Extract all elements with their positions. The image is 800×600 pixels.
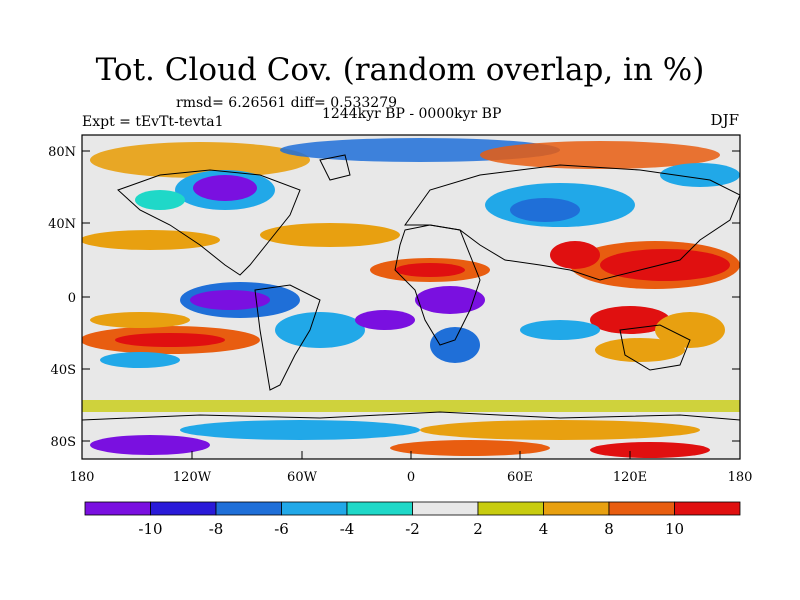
colorbar-label: -6 <box>274 520 289 538</box>
lon-label-120e: 120E <box>613 470 647 485</box>
anomaly-patch <box>595 338 685 362</box>
anomaly-patch <box>82 400 740 412</box>
eurasia-coast <box>404 164 740 281</box>
anomaly-patch <box>415 286 485 314</box>
colorbar-label: -10 <box>138 520 162 538</box>
colorbar-label: 2 <box>473 520 483 538</box>
rmsd-diff-label: rmsd= 6.26561 diff= 0.533279 <box>176 95 398 111</box>
lon-label-0: 0 <box>407 470 415 485</box>
colorbar-swatch <box>412 501 479 516</box>
anomaly-patch <box>430 327 480 363</box>
anomaly-patch <box>520 320 600 340</box>
lat-label-40n: 40N <box>48 217 76 232</box>
colorbar-swatch <box>150 501 217 516</box>
colorbar-label: -4 <box>340 520 355 538</box>
north-america-coast <box>117 169 301 276</box>
south-america-coast <box>254 284 321 391</box>
lat-label-80n: 80N <box>48 145 76 160</box>
anomaly-patch <box>550 241 600 269</box>
anomaly-patch <box>590 306 670 334</box>
anomaly-patch <box>82 230 220 250</box>
lon-label-60w: 60W <box>287 470 318 485</box>
axis-ticks <box>82 150 740 459</box>
colorbar-swatch <box>477 501 544 516</box>
colorbar-swatch <box>281 501 348 516</box>
australia-coast <box>619 324 691 371</box>
colorbar-label: 8 <box>604 520 614 538</box>
anomaly-patch <box>190 290 270 310</box>
colorbar-swatch <box>215 501 282 516</box>
anomaly-patch <box>193 175 257 201</box>
anomaly-patch <box>510 198 580 222</box>
time-period-label: 1244kyr BP - 0000kyr BP <box>322 106 502 122</box>
colorbar: -10 -8 -6 -4 -2 2 4 8 10 <box>84 501 741 538</box>
anomaly-patch <box>180 420 420 440</box>
lon-label-180e: 180 <box>728 470 753 485</box>
colorbar-swatch <box>674 501 741 516</box>
colorbar-swatch <box>84 501 151 516</box>
coastlines <box>82 154 740 421</box>
anomaly-patch <box>655 312 725 348</box>
colorbar-label: 4 <box>539 520 549 538</box>
anomaly-patch <box>90 142 310 178</box>
anomaly-patch <box>590 442 710 458</box>
colorbar-swatch <box>346 501 413 516</box>
lat-label-0: 0 <box>68 291 76 306</box>
colorbar-label: -8 <box>209 520 224 538</box>
anomaly-patch <box>600 249 730 281</box>
greenland-coast <box>319 154 351 181</box>
plot-title: Tot. Cloud Cov. (random overlap, in %) <box>95 52 705 88</box>
season-label: DJF <box>710 111 739 129</box>
anomaly-patch <box>355 310 415 330</box>
anomaly-patch <box>660 163 740 187</box>
lat-label-80s: 80S <box>51 435 76 450</box>
colorbar-swatch <box>608 501 675 516</box>
colorbar-label: -2 <box>405 520 420 538</box>
lon-label-180w: 180 <box>70 470 95 485</box>
anomaly-patch <box>90 435 210 455</box>
lat-label-40s: 40S <box>51 363 76 378</box>
anomaly-patch <box>100 352 180 368</box>
colorbar-swatch <box>543 501 610 516</box>
anomaly-patch <box>480 141 720 169</box>
experiment-label: Expt = tEvTt-tevta1 <box>82 114 224 130</box>
antarctica-coast <box>82 411 740 421</box>
lon-label-60e: 60E <box>507 470 533 485</box>
anomaly-patch <box>420 420 700 440</box>
anomaly-patch <box>275 312 365 348</box>
anomaly-patch <box>395 263 465 277</box>
anomaly-field <box>82 135 740 459</box>
lon-label-120w: 120W <box>173 470 212 485</box>
colorbar-label: 10 <box>665 520 684 538</box>
anomaly-patch <box>135 190 185 210</box>
anomaly-patch <box>115 333 225 347</box>
anomaly-patch <box>260 223 400 247</box>
anomaly-patch <box>390 440 550 456</box>
anomaly-patch <box>90 312 190 328</box>
